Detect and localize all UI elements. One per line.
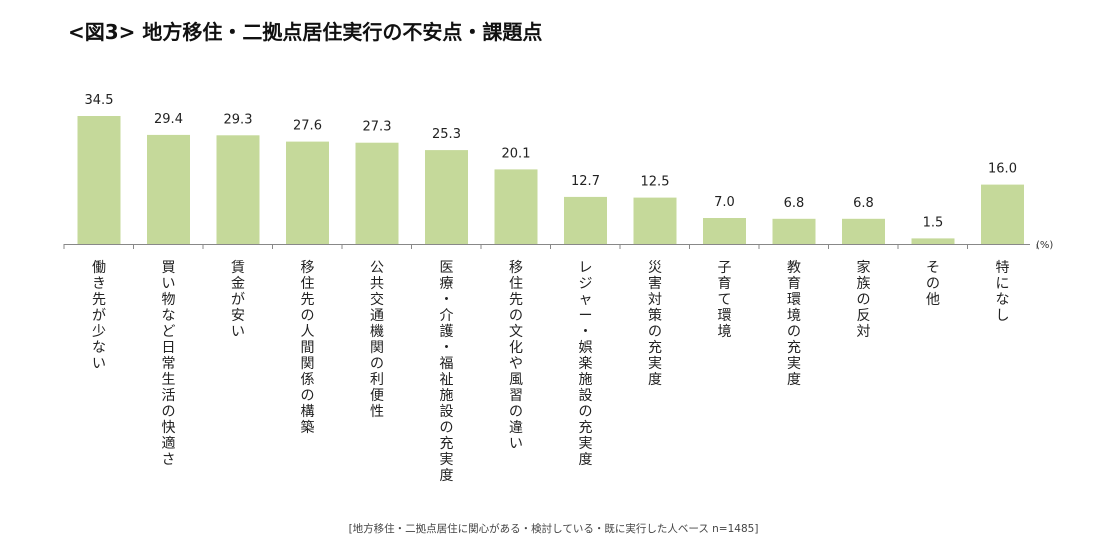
value-label-4: 27.3	[363, 120, 392, 135]
footnote: [地方移住・二拠点居住に関心がある・検討している・既に実行した人ベース n=14…	[348, 523, 759, 535]
bar-12	[911, 238, 955, 244]
value-label-5: 25.3	[432, 127, 461, 142]
value-label-7: 12.7	[571, 174, 600, 189]
category-label-0: 働き先が少ない	[92, 260, 106, 372]
bar-7	[564, 196, 607, 244]
category-label-7: レジャー・娯楽施設の充実度	[579, 260, 593, 468]
bar-10	[772, 218, 816, 244]
category-label-4: 公共交通機関の利便性	[370, 260, 384, 420]
value-label-3: 27.6	[293, 119, 322, 134]
bar-2	[216, 135, 260, 244]
value-label-13: 16.0	[988, 162, 1017, 177]
bar-5	[425, 150, 468, 244]
bar-3	[286, 141, 329, 244]
value-label-2: 29.3	[224, 112, 253, 127]
value-label-12: 1.5	[923, 215, 944, 230]
category-label-12: その他	[926, 260, 940, 308]
value-label-10: 6.8	[784, 196, 805, 211]
bar-13	[981, 184, 1024, 244]
category-label-3: 移住先の人間関係の構築	[301, 260, 315, 436]
chart-title: <図3> 地方移住・二拠点居住実行の不安点・課題点	[68, 20, 543, 44]
bar-11	[842, 218, 885, 244]
category-label-6: 移住先の文化や風習の違い	[509, 260, 523, 452]
bar-4	[355, 142, 399, 244]
value-label-11: 6.8	[853, 196, 874, 211]
category-label-8: 災害対策の充実度	[648, 260, 662, 388]
bar-6	[494, 169, 538, 244]
category-label-9: 子育て環境	[718, 260, 732, 340]
value-label-0: 34.5	[85, 93, 114, 108]
bar-8	[633, 197, 677, 244]
category-label-13: 特になし	[996, 260, 1010, 324]
category-label-5: 医療・介護・福祉施設の充実度	[440, 260, 454, 484]
value-label-1: 29.4	[154, 112, 183, 127]
unit-label: (%)	[1036, 240, 1053, 251]
category-label-10: 教育環境の充実度	[787, 260, 801, 388]
category-label-2: 賃金が安い	[231, 260, 245, 340]
value-label-9: 7.0	[714, 195, 735, 210]
category-label-11: 家族の反対	[857, 259, 871, 340]
bar-9	[703, 218, 746, 244]
bar-0	[77, 116, 121, 244]
value-label-6: 20.1	[502, 146, 531, 161]
category-label-1: 買い物など日常生活の快適さ	[162, 260, 176, 468]
value-label-8: 12.5	[641, 175, 670, 190]
bar-1	[147, 134, 190, 244]
